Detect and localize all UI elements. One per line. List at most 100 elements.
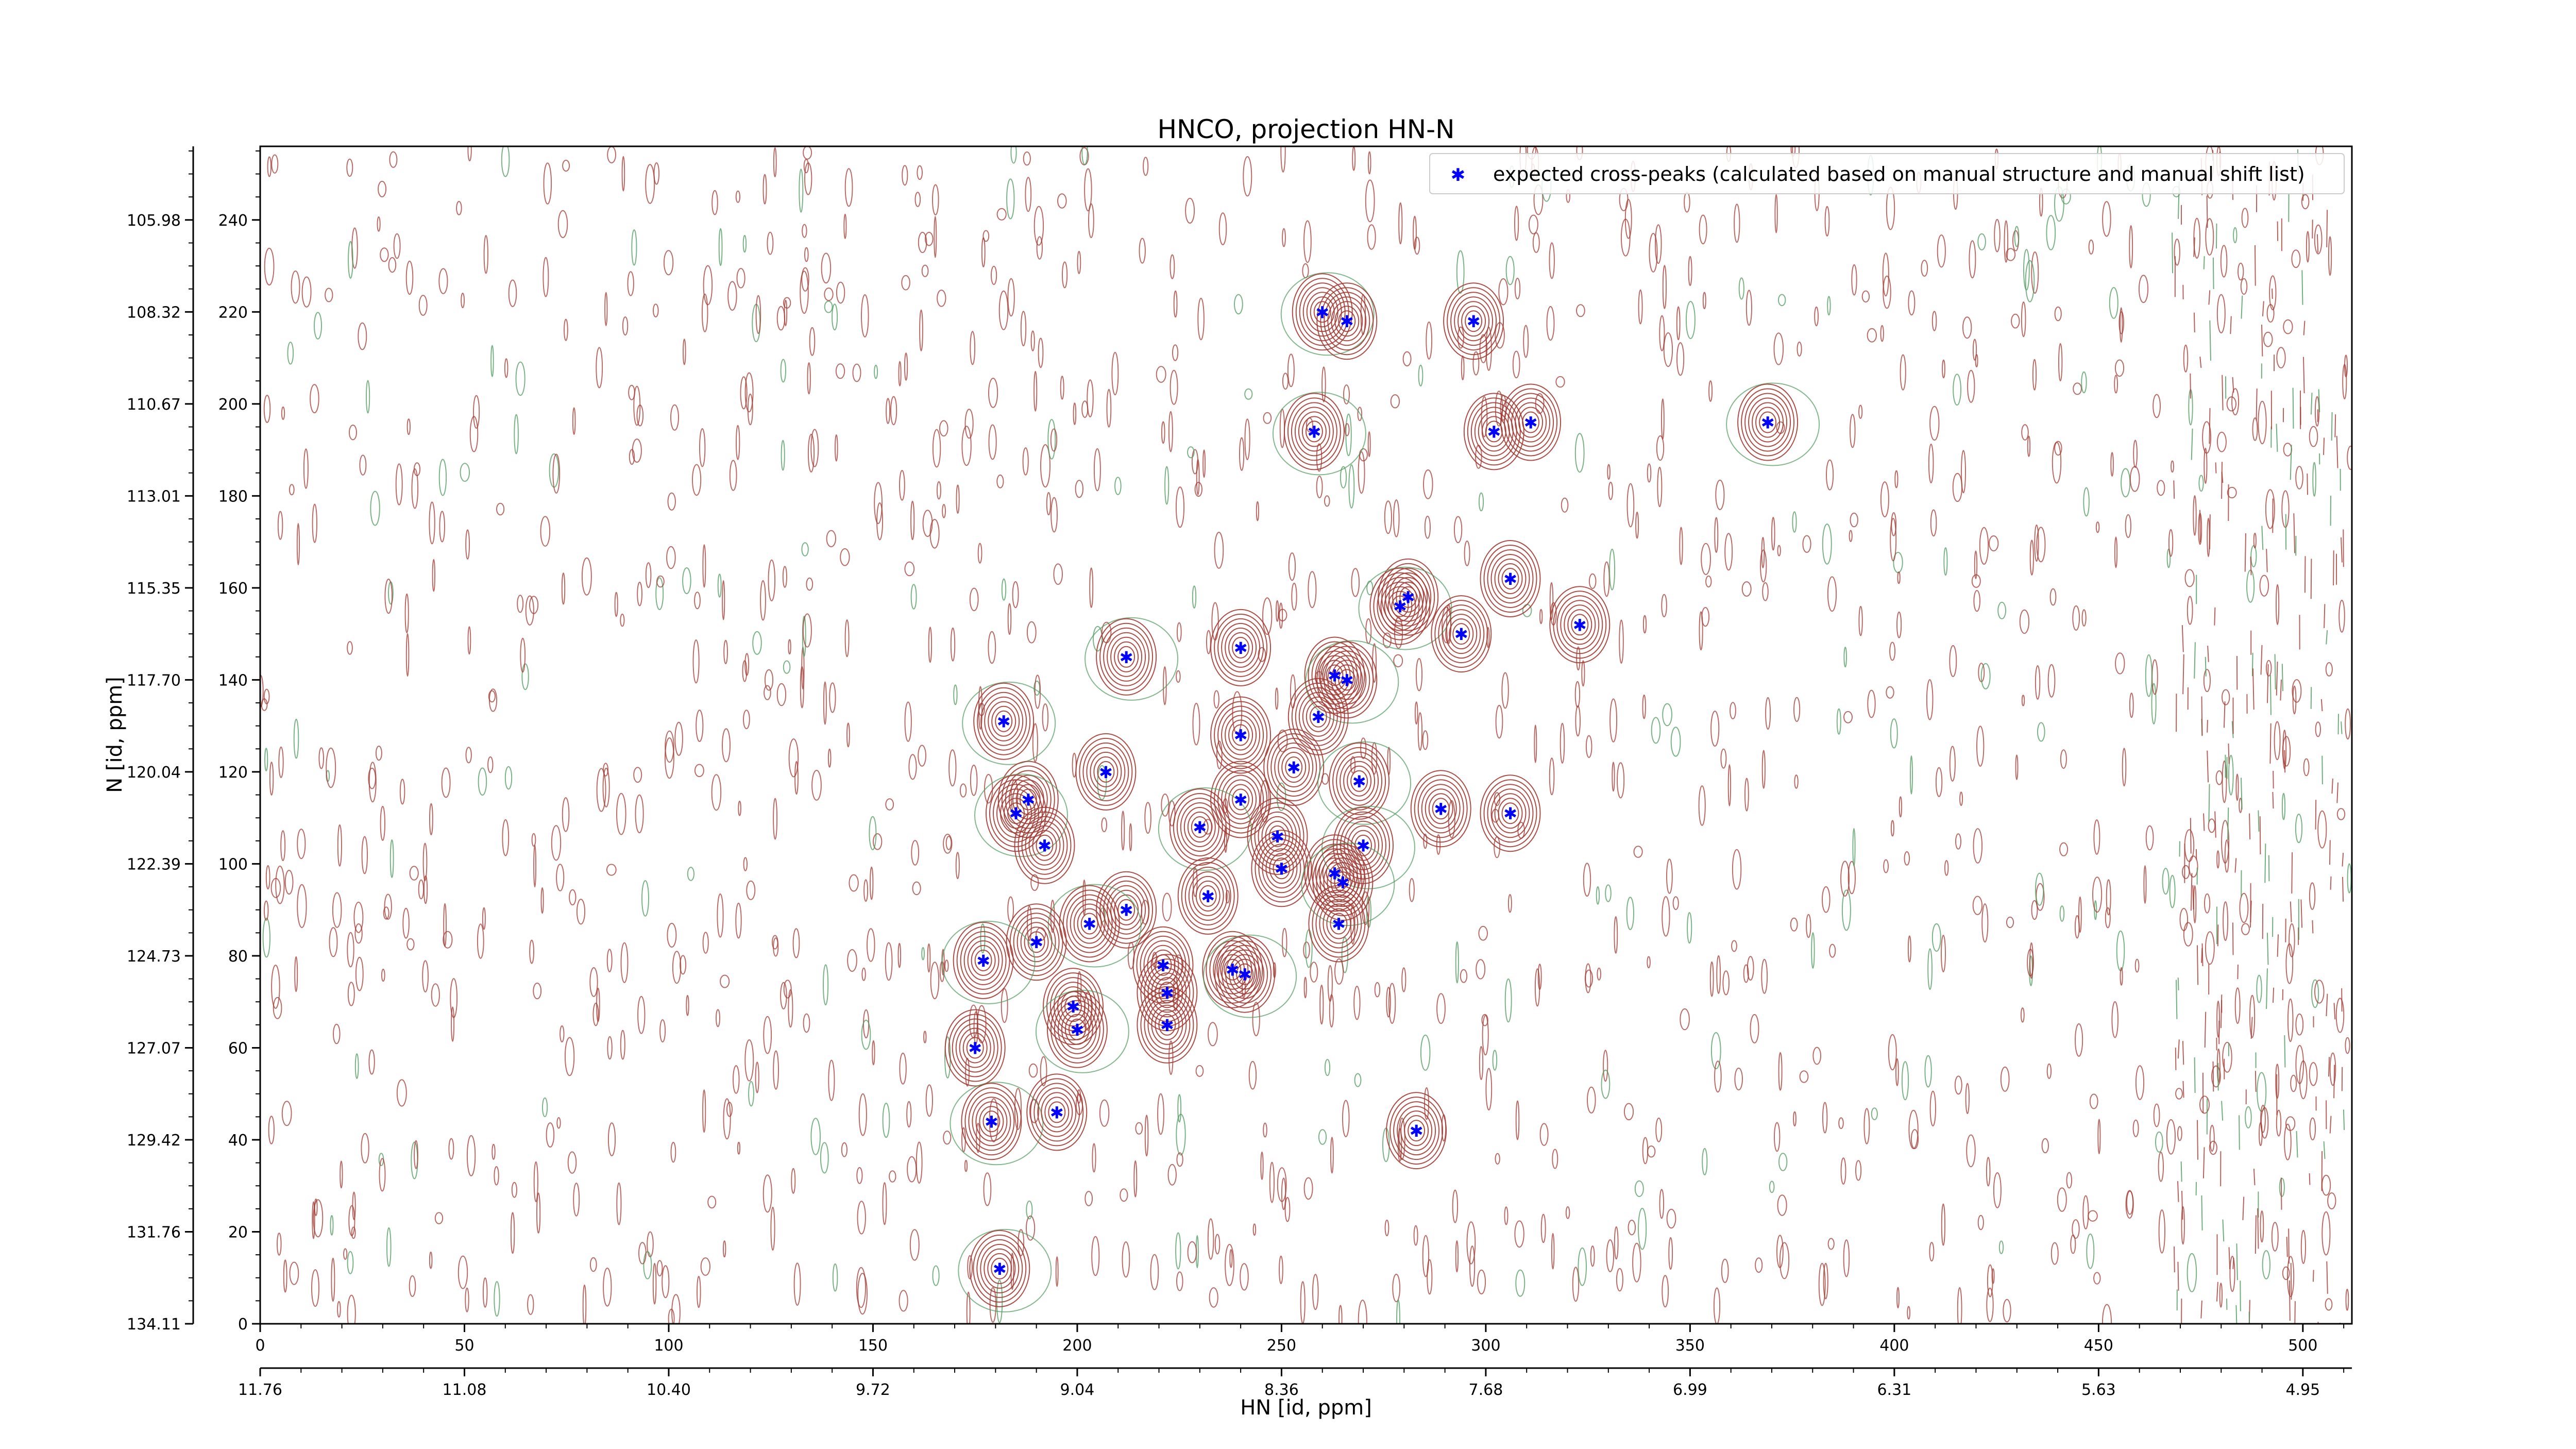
positive-contour [1556,595,1603,654]
noise-contour [1974,550,1978,579]
noise-contour [1453,516,1463,544]
noise-contour [562,797,570,832]
peak-marker: ✱ [1066,997,1080,1017]
noise-contour [687,867,695,881]
noise-streak [2172,232,2173,274]
noise-contour [1910,1129,1919,1150]
noise-contour [1393,499,1400,537]
noise-contour [1135,1122,1143,1135]
noise-contour [1114,477,1122,495]
positive-contour [1400,1110,1433,1151]
noise-contour [1713,1287,1721,1324]
peak-contour-group [1084,617,1179,701]
positive-contour [1281,752,1307,783]
noise-contour [1774,1122,1781,1152]
noise-contour [488,690,496,703]
noise-contour [919,309,923,351]
positive-contour [1380,581,1420,631]
noise-streak [2307,473,2308,495]
noise-contour [467,146,472,162]
legend: ✱ expected cross-peaks (calculated based… [1429,153,2345,194]
noise-contour [2020,1007,2025,1023]
noise-contour [1213,690,1219,709]
noise-contour [1036,236,1043,260]
negative-contour [1280,272,1375,356]
noise-contour [1515,1269,1526,1297]
noise-contour [826,530,837,548]
noise-contour [393,233,401,259]
noise-contour [1197,297,1205,341]
noise-contour [781,440,785,471]
positive-contour [1480,774,1541,852]
noise-contour [1046,492,1052,516]
noise-contour [720,974,730,988]
negative-contour [1203,934,1297,1018]
noise-contour [370,491,380,526]
noise-contour [1111,351,1119,396]
noise-contour [1540,1214,1546,1243]
noise-contour [2205,218,2214,256]
noise-contour [1277,1167,1287,1202]
noise-contour [2276,347,2286,368]
noise-contour [496,502,505,516]
noise-contour [465,1287,469,1312]
noise-contour [844,619,850,658]
noise-contour [918,745,926,767]
noise-contour [1642,694,1646,719]
noise-contour [1727,764,1732,806]
noise-contour [1716,955,1721,994]
negative-contour [1317,741,1412,825]
noise-contour [1755,1257,1763,1273]
noise-streak [2234,858,2237,873]
noise-streak [2324,604,2326,628]
positive-contour [1007,802,1025,824]
noise-contour [764,685,771,700]
noise-contour [614,592,618,617]
noise-contour [1702,292,1706,310]
noise-contour [531,833,536,847]
noise-contour [718,228,723,266]
noise-contour [1900,354,1906,391]
noise-contour [1871,1107,1878,1120]
noise-contour [1959,791,1963,806]
noise-contour [1075,480,1084,498]
noise-contour [1367,431,1371,457]
peak-markers: ✱ ✱ ✱✱ ✱ ✱ ✱✱✱✱✱ ✱✱ ✱✱✱✱✱✱✱ ✱✱✱✱✱ ✱ ✱✱ ✱✱ ✱✱ ✱✱✱✱✱ ✱✱✱… [968,302,1774,1279]
noise-contour [643,1251,652,1279]
noise-contour [1436,993,1446,1024]
noise-contour [736,268,745,289]
noise-contour [1384,500,1392,534]
peak-marker: ✱ [1029,933,1043,952]
noise-contour [1014,1088,1022,1130]
noise-contour [631,229,637,266]
positive-contour [1158,1014,1176,1036]
noise-contour [2274,721,2281,761]
noise-contour [2233,227,2238,243]
noise-contour [910,584,917,610]
noise-streak [2266,933,2269,965]
peak-marker: ✱ [1352,772,1366,791]
noise-contour [1353,986,1361,1020]
positive-contour [1169,788,1230,866]
peak-contour-group [1358,566,1452,650]
noise-contour [569,889,577,906]
noise-contour [1574,433,1585,473]
peak-contour-group [1158,787,1252,871]
noise-contour [2235,773,2239,801]
positive-contour [1006,903,1067,981]
noise-contour [667,492,676,511]
noise-contour [667,922,677,948]
positive-contour [1369,567,1431,645]
x-ppm-tick-label: 11.08 [443,1381,487,1399]
positive-contour [1483,545,1537,613]
noise-contour [791,1168,796,1194]
noise-contour [635,794,644,834]
noise-contour [824,300,833,313]
peak-contour-group [1410,770,1471,848]
noise-streak [2206,195,2208,228]
noise-contour [748,1081,754,1107]
positive-contour [1236,963,1254,985]
noise-contour [1966,1134,1976,1168]
noise-contour [1422,730,1429,750]
peak-contour-group [1026,1073,1088,1151]
